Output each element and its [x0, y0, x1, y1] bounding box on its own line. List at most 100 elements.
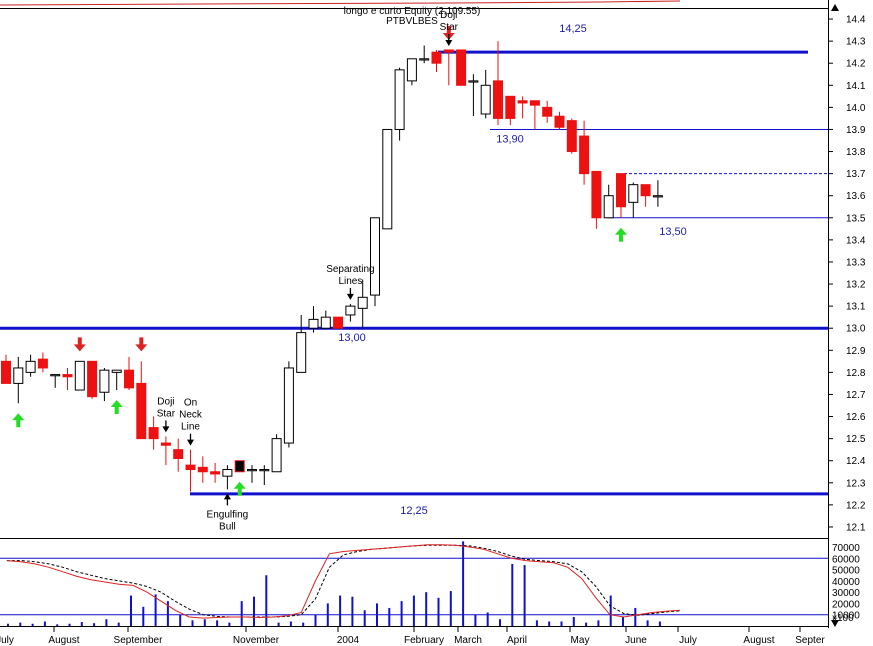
candle — [124, 356, 134, 391]
annotation-arrow-head-icon — [346, 293, 354, 300]
candle — [640, 184, 651, 207]
candle-body — [62, 374, 73, 378]
candle — [283, 361, 294, 448]
candle-body — [99, 369, 110, 393]
time-tick-label: Septer — [795, 635, 825, 646]
candle-body — [296, 332, 307, 373]
candle-body — [529, 100, 540, 106]
annotation-text: On — [184, 398, 197, 409]
candle-body — [50, 374, 61, 377]
price-tick-label: 12.3 — [846, 478, 866, 489]
candle-body — [357, 296, 368, 309]
candle — [148, 416, 159, 450]
candle — [247, 465, 257, 483]
candle-body — [456, 49, 467, 86]
volume-tick-label: 20000 — [832, 599, 860, 610]
time-tick-label: April — [507, 635, 527, 646]
pattern-annotations: DojiStarSeparatingLinesDojiStarOnNeckLin… — [157, 10, 459, 532]
price-tick-label: 13.0 — [846, 324, 866, 335]
candle-body — [480, 84, 491, 115]
candle-body — [148, 427, 159, 440]
candle — [25, 354, 36, 377]
annotation-arrow-head-icon — [162, 426, 170, 433]
candle — [382, 128, 393, 230]
down-arrow-icon — [73, 337, 86, 352]
annotation-text: Lines — [338, 276, 362, 287]
candle-body — [74, 360, 85, 391]
up-arrow-icon — [12, 413, 25, 428]
candle — [234, 460, 245, 473]
candle — [456, 49, 467, 86]
candle-body — [333, 316, 344, 329]
candle-body — [234, 460, 245, 473]
candle — [652, 180, 663, 207]
candle-body — [247, 469, 257, 472]
candle-body — [603, 195, 614, 219]
price-tick-label: 14.2 — [846, 59, 866, 70]
volume-tick-label: x100 — [832, 613, 854, 624]
price-tick-label: 14.3 — [846, 37, 866, 48]
candle-body — [517, 100, 528, 104]
annotation-text: Neck — [179, 410, 203, 421]
candle — [579, 120, 590, 185]
candle-body — [628, 184, 639, 203]
annotation-arrow-head-icon — [223, 493, 231, 500]
oscillator-signal-line — [6, 544, 681, 618]
candles — [1, 41, 663, 492]
volume-tick-label: 10000 — [832, 611, 860, 622]
candle-body — [87, 360, 98, 398]
candle-body — [124, 369, 134, 389]
candle-body — [222, 469, 233, 477]
candle-body — [37, 358, 48, 369]
support-resistance-lines: 14,25 13,90 13,50 13,00 12,25 — [0, 23, 828, 517]
candle — [160, 436, 171, 466]
candle-body — [308, 318, 319, 329]
level-label: 14,25 — [559, 23, 587, 35]
candle — [99, 367, 110, 402]
candle-body — [431, 51, 442, 64]
annotation-text: Engulfing — [207, 509, 249, 520]
candle-body — [185, 464, 196, 471]
candle — [370, 217, 380, 307]
price-tick-label: 13.7 — [846, 169, 866, 180]
candle — [296, 314, 307, 373]
price-tick-label: 13.3 — [846, 257, 866, 268]
candle — [603, 184, 614, 219]
up-arrow-icon — [233, 481, 246, 496]
price-tick-label: 14.4 — [846, 15, 866, 26]
candle-body — [443, 49, 454, 53]
candle-body — [259, 469, 270, 472]
candle — [566, 118, 577, 154]
candle — [591, 170, 602, 229]
candle-body — [160, 442, 171, 446]
price-tick-label: 12.9 — [846, 346, 866, 357]
candle-body — [579, 135, 590, 175]
candle — [210, 462, 221, 483]
candle-body — [283, 367, 294, 444]
time-axis: July August September November 2004 February M… — [0, 626, 825, 646]
annotation-text: Bull — [219, 521, 236, 532]
candle — [468, 74, 479, 117]
candle — [628, 182, 639, 218]
price-tick-label: 12.5 — [846, 434, 866, 445]
volume-tick-label: 30000 — [832, 588, 860, 599]
candle-body — [554, 115, 565, 128]
candle — [62, 367, 73, 391]
candle-body — [493, 80, 503, 119]
time-tick-label: July — [679, 635, 697, 646]
candle-body — [25, 360, 36, 373]
time-tick-label: August — [48, 635, 79, 646]
candle — [74, 360, 85, 391]
candle — [431, 49, 442, 73]
candle-body — [13, 367, 24, 384]
candle-body — [136, 382, 147, 440]
price-tick-label: 12.7 — [846, 390, 866, 401]
candle-body — [320, 316, 331, 329]
time-tick-label: June — [625, 635, 647, 646]
price-tick-label: 13.1 — [846, 302, 866, 313]
candle — [1, 354, 11, 384]
candle-body — [652, 195, 663, 198]
candle — [394, 67, 405, 141]
